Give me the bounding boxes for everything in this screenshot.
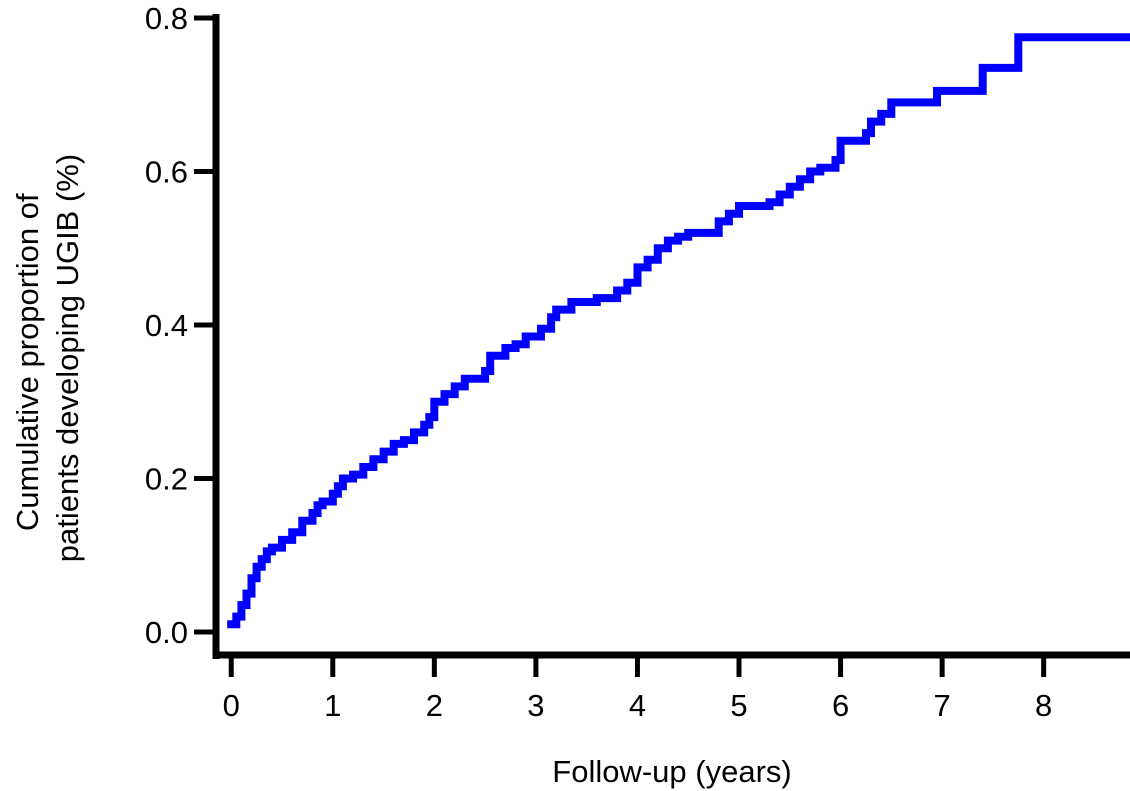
y-tick-label: 0.0 [145,615,188,650]
axes [194,14,1130,677]
y-tick-label: 0.2 [145,461,188,496]
y-axis-title-line-1: Cumulative proportion of [10,193,45,531]
x-axis-title: Follow-up (years) [552,754,791,789]
y-axis-title-line-2: patients developing UGIB (%) [50,154,85,562]
y-tick-label: 0.4 [145,308,188,343]
tick-labels: 0 1 2 3 4 5 6 7 8 0.0 0.2 0.4 0.6 0.8 [145,1,1052,723]
x-tick-label: 4 [629,688,646,723]
x-tick-label: 2 [426,688,443,723]
x-tick-label: 8 [1035,688,1052,723]
plot-series [227,33,1130,629]
y-tick-label: 0.8 [145,1,188,36]
y-tick-label: 0.6 [145,154,188,189]
x-tick-label: 6 [832,688,849,723]
x-tick-label: 0 [223,688,240,723]
x-tick-label: 7 [933,688,950,723]
x-tick-label: 5 [730,688,747,723]
km-step-line [227,33,1130,629]
y-axis-title: Cumulative proportion of patients develo… [10,154,85,562]
x-tick-label: 3 [527,688,544,723]
x-tick-label: 1 [324,688,341,723]
